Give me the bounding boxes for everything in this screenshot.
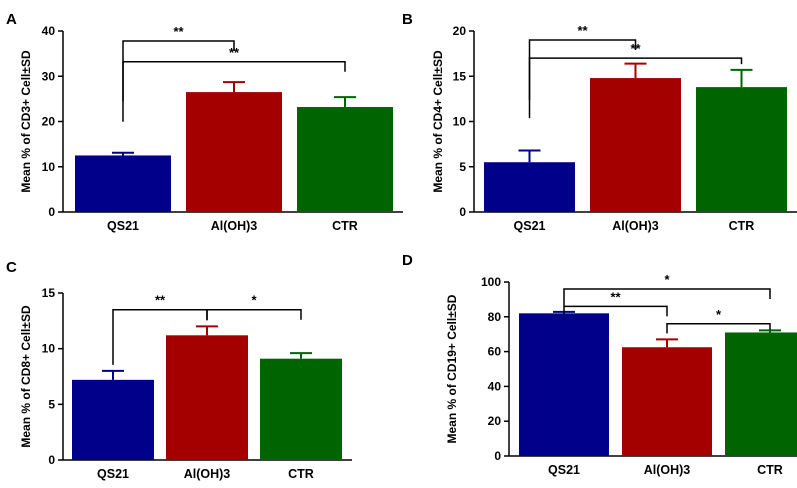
significance-bracket: [122, 40, 235, 101]
y-tick-label: 10: [42, 342, 56, 356]
y-tick-label: 60: [488, 345, 502, 359]
y-tick-label: 20: [488, 414, 502, 428]
panel-a: A 0 10 20 30 40 Mean % of CD3+ Cell±SD QS21 Al(O…: [6, 11, 403, 233]
bar-qs21: [519, 313, 609, 456]
x-tick-label: CTR: [332, 219, 358, 233]
y-tick-label: 0: [459, 205, 466, 219]
bar-qs21: [75, 155, 171, 212]
x-tick-label: QS21: [107, 219, 139, 233]
panel-d: D 0 20 40 60 80 100 Mean % of CD19+ Cell±SD QS21…: [402, 252, 797, 477]
y-tick-label: 10: [42, 160, 56, 174]
panel-letter: C: [6, 259, 17, 276]
significance-label: **: [577, 23, 588, 38]
significance-bracket: [528, 57, 743, 119]
bar-ctr: [297, 107, 393, 212]
y-tick-label: 15: [453, 69, 467, 83]
significance-bracket: [122, 61, 346, 122]
bar-ctr: [725, 332, 797, 456]
significance-label: **: [610, 289, 621, 304]
x-tick-label: Al(OH)3: [211, 219, 258, 233]
significance-label: **: [630, 41, 641, 56]
y-axis-title: Mean % of CD3+ Cell±SD: [19, 50, 33, 193]
bar-al-oh-3: [622, 347, 712, 456]
y-tick-label: 40: [42, 24, 56, 38]
y-axis-title: Mean % of CD8+ Cell±SD: [19, 305, 33, 448]
x-tick-label: CTR: [757, 463, 783, 477]
significance-label: **: [155, 293, 166, 308]
y-tick-label: 80: [488, 310, 502, 324]
y-tick-label: 20: [453, 24, 467, 38]
x-tick-label: QS21: [548, 463, 580, 477]
y-tick-label: 20: [42, 115, 56, 129]
y-tick-label: 0: [48, 453, 55, 467]
bar-al-oh-3: [590, 78, 681, 212]
significance-label: **: [173, 24, 184, 39]
significance-bracket: [563, 305, 668, 317]
y-tick-label: 0: [494, 449, 501, 463]
panel-letter: A: [6, 11, 17, 28]
x-tick-label: QS21: [514, 219, 546, 233]
significance-label: *: [716, 307, 722, 322]
y-tick-label: 100: [481, 275, 501, 289]
panel-letter: B: [402, 11, 413, 28]
significance-label: *: [251, 293, 257, 308]
x-tick-label: Al(OH)3: [612, 219, 659, 233]
x-tick-label: CTR: [288, 467, 314, 481]
y-axis-title: Mean % of CD4+ Cell±SD: [431, 50, 445, 193]
panel-letter: D: [402, 252, 413, 269]
y-tick-label: 30: [42, 69, 56, 83]
x-tick-label: CTR: [729, 219, 755, 233]
y-tick-label: 10: [453, 115, 467, 129]
x-tick-label: QS21: [97, 467, 129, 481]
significance-bracket: [206, 308, 302, 321]
y-tick-label: 5: [459, 160, 466, 174]
significance-label: **: [229, 45, 240, 60]
bar-al-oh-3: [166, 335, 248, 460]
panel-c: C 0 5 10 15 Mean % of CD8+ Cell±SD QS21 Al(OH)3…: [6, 259, 352, 481]
x-tick-label: Al(OH)3: [184, 467, 231, 481]
panel-b: B 0 5 10 15 20 Mean % of CD4+ Cell±SD QS21 Al(OH…: [402, 11, 797, 233]
significance-bracket: [563, 288, 771, 306]
significance-label: *: [664, 272, 670, 287]
bar-al-oh-3: [186, 92, 282, 212]
x-tick-label: Al(OH)3: [644, 463, 691, 477]
bar-ctr: [260, 358, 342, 460]
y-tick-label: 0: [48, 205, 55, 219]
y-tick-label: 15: [42, 286, 56, 300]
y-tick-label: 5: [48, 397, 55, 411]
y-axis-title: Mean % of CD19+ Cell±SD: [445, 294, 459, 443]
bar-ctr: [696, 87, 787, 212]
bar-qs21: [484, 162, 575, 212]
significance-bracket: [666, 323, 771, 334]
y-tick-label: 40: [488, 379, 502, 393]
bar-qs21: [72, 379, 154, 460]
